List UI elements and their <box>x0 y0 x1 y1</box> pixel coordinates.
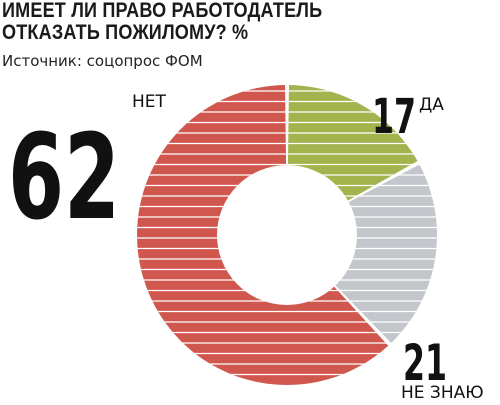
donut-slice-1 <box>332 162 437 346</box>
value-label-ne-znayu: 21 <box>403 334 447 392</box>
category-label-net: НЕТ <box>132 92 167 112</box>
chart-title: ИМЕЕТ ЛИ ПРАВО РАБОТОДАТЕЛЬ ОТКАЗАТЬ ПОЖ… <box>2 0 423 44</box>
chart-title-line-2: ОТКАЗАТЬ ПОЖИЛОМУ? % <box>2 21 249 44</box>
category-label-ne-znayu: НЕ ЗНАЮ <box>401 383 484 403</box>
donut-slice-0 <box>287 85 421 203</box>
category-label-da: ДА <box>419 95 444 115</box>
value-label-da: 17 <box>372 89 416 145</box>
chart-source: Источник: соцопрос ФОМ <box>2 52 203 70</box>
chart-title-line-1: ИМЕЕТ ЛИ ПРАВО РАБОТОДАТЕЛЬ <box>2 0 323 22</box>
value-label-net: 62 <box>8 108 120 246</box>
